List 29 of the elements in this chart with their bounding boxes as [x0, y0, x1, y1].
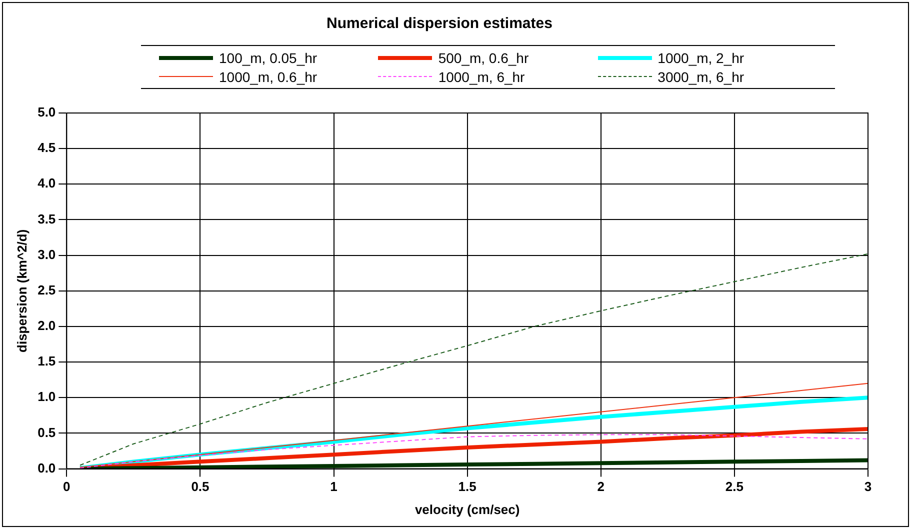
y-tick-label: 2.5	[38, 282, 56, 298]
y-tick-label: 3.0	[38, 246, 56, 262]
y-tick-label: 4.5	[38, 140, 56, 156]
x-axis-title: velocity (cm/sec)	[414, 502, 520, 517]
y-tick-label: 1.5	[38, 354, 56, 369]
x-tick-label: 0	[63, 479, 70, 494]
legend-label: 1000_m, 6_hr	[438, 68, 525, 84]
y-tick-label: 3.5	[38, 211, 56, 226]
legend-label: 100_m, 0.05_hr	[219, 50, 318, 66]
legend-label: 1000_m, 2_hr	[658, 50, 744, 66]
legend-label: 3000_m, 6_hr	[658, 68, 744, 84]
y-axis-title: dispersion (km^2/d)	[14, 229, 30, 352]
y-tick-label: 1.0	[38, 389, 56, 404]
y-tick-label: 5.0	[38, 104, 56, 120]
y-tick-label: 4.0	[38, 176, 56, 191]
line-series	[80, 253, 868, 466]
x-tick-label: 1	[330, 479, 338, 494]
y-tick-label: 2.0	[38, 318, 56, 334]
x-tick-label: 1.5	[458, 479, 476, 494]
x-tick-label: 3	[864, 479, 872, 494]
line-series	[80, 434, 868, 469]
legend-label: 1000_m, 0.6_hr	[219, 68, 318, 84]
legend-label: 500_m, 0.6_hr	[438, 50, 529, 66]
y-tick-label: 0.0	[38, 460, 56, 476]
x-tick-label: 0.5	[191, 479, 210, 494]
y-tick-label: 0.5	[38, 424, 56, 440]
chart-title: Numerical dispersion estimates	[326, 15, 552, 32]
x-tick-label: 2	[597, 479, 605, 494]
x-tick-label: 2.5	[725, 479, 744, 494]
